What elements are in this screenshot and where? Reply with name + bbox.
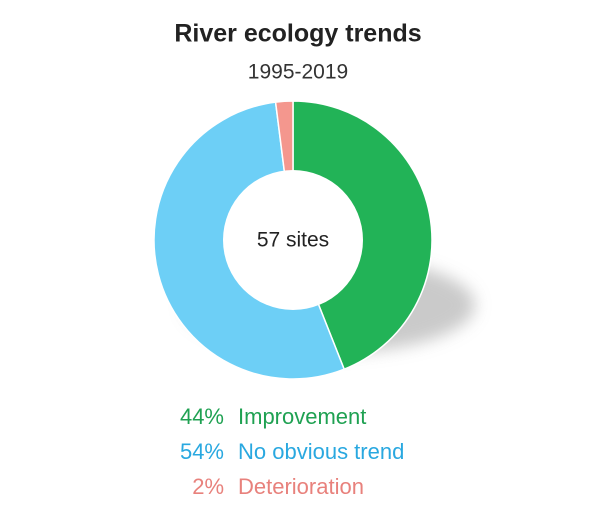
legend-label: Deterioration [238,474,364,499]
legend-value: 2% [192,474,224,499]
legend-label: Improvement [238,404,366,429]
donut-hole [223,170,363,310]
chart-title: River ecology trends [174,20,421,48]
legend-value: 54% [180,439,224,464]
center-label: 57 sites [257,229,329,252]
chart-subtitle: 1995-2019 [248,61,348,84]
legend-label: No obvious trend [238,439,404,464]
legend: 44% Improvement 54% No obvious trend 2% Deter… [180,404,404,499]
legend-value: 44% [180,404,224,429]
